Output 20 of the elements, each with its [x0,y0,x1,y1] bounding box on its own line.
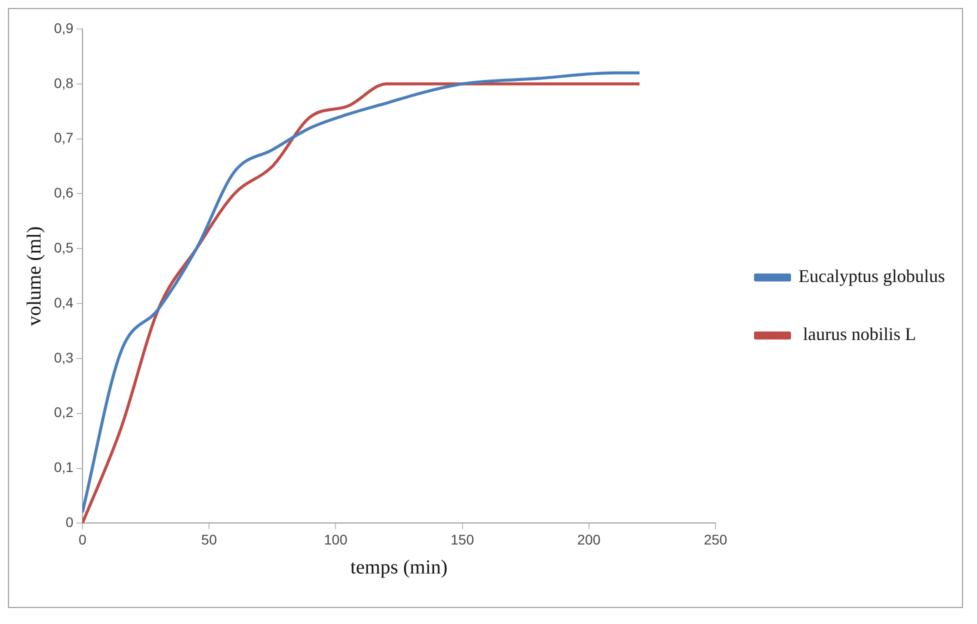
x-tick-label: 150 [450,531,474,548]
legend-label: Eucalyptus globulus [798,266,946,286]
x-axis-title: temps (min) [350,556,448,578]
y-tick-label: 0 [66,514,74,530]
x-tick-label: 100 [324,531,348,548]
y-tick-label: 0,9 [54,20,74,36]
y-tick-label: 0,2 [54,404,74,420]
legend-label: laurus nobilis L [798,324,916,344]
y-tick-label: 0,5 [54,240,74,256]
x-tick-label: 200 [577,531,601,548]
y-tick-label: 0,6 [54,184,74,201]
x-tick-label: 250 [704,531,728,548]
y-tick-label: 0,3 [54,349,74,366]
y-tick-label: 0,4 [54,294,74,310]
y-tick-label: 0,1 [54,459,74,476]
x-tick-label: 0 [78,531,87,548]
x-tick-label: 50 [201,531,218,548]
y-tick-label: 0,8 [54,74,74,91]
y-tick-label: 0,7 [54,130,74,146]
y-axis-title: volume (ml) [23,226,46,326]
